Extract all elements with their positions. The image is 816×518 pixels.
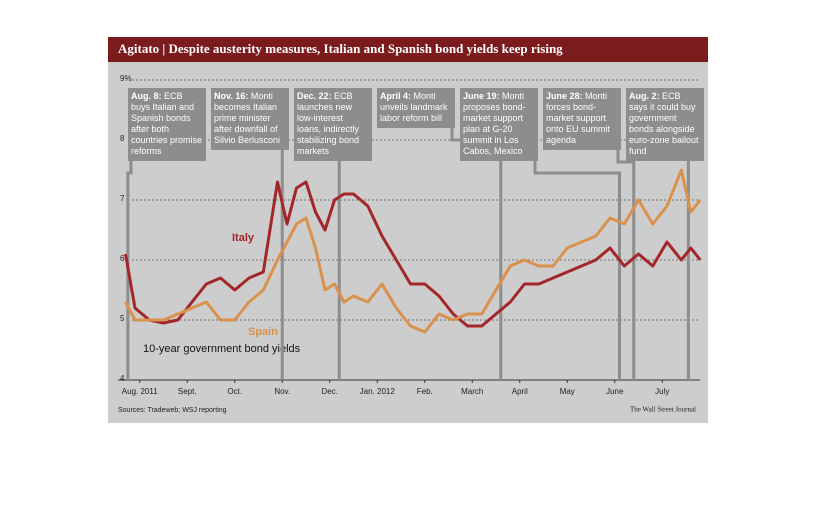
annotation-box: June 28: Monti forces bond-market suppor… — [543, 88, 621, 150]
x-tick-label: June — [606, 387, 624, 396]
x-tick-label: Sept. — [178, 387, 197, 396]
y-tick-label: 9% — [120, 74, 132, 83]
annotation-text: ECB says it could buy government bonds a… — [629, 91, 699, 156]
y-tick-label: 8 — [120, 134, 125, 143]
chart-title: Agitato | Despite austerity measures, It… — [118, 41, 563, 56]
annotation-date: April 4: — [380, 91, 412, 101]
annotation-text: Monti proposes bond-market support plan … — [463, 91, 526, 156]
annotation-text: Monti forces bond-market support onto EU… — [546, 91, 611, 145]
annotation-connector — [126, 161, 133, 380]
series-line — [124, 180, 702, 328]
x-tick-label: May — [560, 387, 575, 396]
subtitle: 10-year government bond yields — [143, 343, 301, 355]
x-tick-label: July — [655, 387, 669, 396]
source: Sources: Tradeweb; WSJ reporting — [118, 407, 227, 414]
x-tick-label: Oct. — [227, 387, 242, 396]
annotation-date: Nov. 16: — [214, 91, 249, 101]
x-tick-label: March — [461, 387, 483, 396]
annotation-text: Monti becomes Italian prime minister aft… — [214, 91, 281, 145]
x-tick-label: Dec. — [322, 387, 338, 396]
y-tick-label: 4 — [120, 374, 125, 383]
annotation-text: ECB buys Italian and Spanish bonds after… — [131, 91, 203, 156]
annotation-connector — [533, 161, 621, 380]
annotation-box: Aug. 2: ECB says it could buy government… — [626, 88, 704, 161]
annotation-connector — [616, 150, 636, 380]
annotation-box: June 19: Monti proposes bond-market supp… — [460, 88, 538, 161]
annotation-date: Aug. 8: — [131, 91, 162, 101]
annotation-text: Monti unveils landmark labor reform bill — [380, 91, 448, 123]
y-tick-label: 6 — [120, 254, 125, 263]
annotation-box: Dec. 22: ECB launches new low-interest l… — [294, 88, 372, 161]
annotation-box: Nov. 16: Monti becomes Italian prime min… — [211, 88, 289, 150]
annotation-date: June 19: — [463, 91, 500, 101]
x-tick-label: Feb. — [417, 387, 433, 396]
title-bar — [108, 37, 708, 62]
x-tick-label: Jan. 2012 — [360, 387, 396, 396]
annotation-box: Aug. 8: ECB buys Italian and Spanish bon… — [128, 88, 206, 161]
x-tick-label: Aug. 2011 — [122, 387, 158, 396]
y-tick-label: 7 — [120, 194, 125, 203]
annotation-date: Aug. 2: — [629, 91, 660, 101]
x-tick-label: Nov. — [274, 387, 290, 396]
annotation-date: June 28: — [546, 91, 583, 101]
series-label: Italy — [232, 232, 255, 244]
credit: The Wall Street Journal — [630, 406, 696, 414]
annotation-box: April 4: Monti unveils landmark labor re… — [377, 88, 455, 128]
annotation-date: Dec. 22: — [297, 91, 332, 101]
y-tick-label: 5 — [120, 314, 125, 323]
series-label: Spain — [248, 326, 278, 338]
x-tick-label: April — [512, 387, 528, 396]
series-line — [124, 168, 702, 334]
annotation-text: ECB launches new low-interest loans, ind… — [297, 91, 360, 156]
